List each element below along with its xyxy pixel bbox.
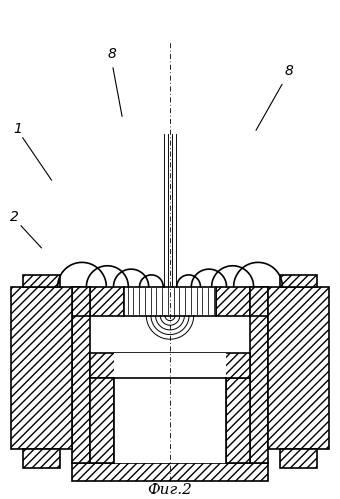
Bar [124, 287, 216, 315]
Bar [72, 287, 90, 463]
Bar [90, 378, 114, 463]
Bar [90, 353, 250, 378]
Bar [226, 378, 250, 463]
Text: Фиг.2: Фиг.2 [148, 483, 192, 497]
Bar [250, 287, 268, 463]
Text: 1: 1 [13, 122, 22, 136]
Bar [280, 275, 317, 287]
Bar [114, 353, 226, 463]
Text: 2: 2 [10, 210, 19, 224]
Text: 8: 8 [108, 47, 117, 61]
Bar [23, 449, 60, 468]
Bar [72, 287, 90, 315]
Bar [250, 287, 268, 315]
Text: 8: 8 [284, 64, 293, 78]
Bar [72, 463, 268, 482]
Bar [23, 275, 60, 287]
Bar [11, 287, 72, 449]
Bar [216, 287, 250, 315]
Bar [268, 287, 329, 449]
Bar [280, 449, 317, 468]
Bar [90, 287, 124, 315]
Bar [90, 378, 114, 463]
Bar [90, 378, 114, 463]
